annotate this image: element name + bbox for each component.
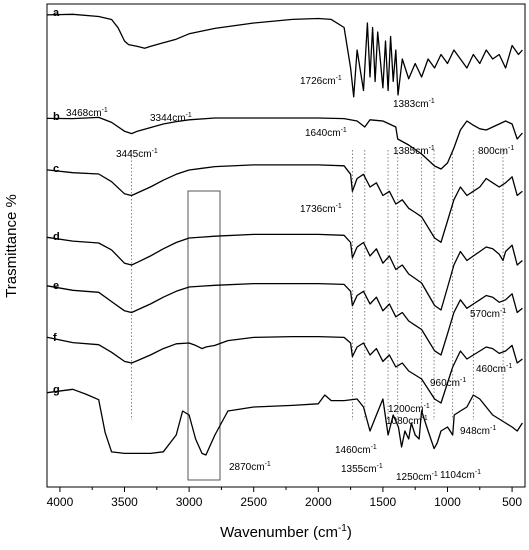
x-tick-label: 3000 [176,495,203,509]
x-tick-label: 1500 [370,495,397,509]
curve-label-a: a [53,7,60,19]
peak-annotation: 460cm-1 [476,363,512,375]
curve-label-b: b [53,111,60,123]
curve-label-c: c [53,163,59,175]
x-axis-title-end: ) [347,524,352,541]
peak-annotation-superscript: -1 [424,403,430,410]
peak-annotation-superscript: -1 [102,107,108,114]
peak-annotation: 1080cm-1 [386,415,428,427]
peak-annotation: 1383cm-1 [393,98,435,110]
spectrum-curve-f [46,335,523,404]
x-tick-label: 500 [502,495,522,509]
reference-lines [131,150,504,420]
curve-labels: a b c d e f g [53,7,60,396]
spectrum-curve-a [46,13,523,98]
highlight-box [187,190,221,481]
peak-annotation-superscript: -1 [429,145,435,152]
x-tick-label: 3500 [111,495,138,509]
plot-frame [46,3,526,488]
peak-annotation: 1250cm-1 [396,471,438,483]
curve-label-d: d [53,231,60,243]
curve-label-g: g [53,384,60,396]
x-tick-label: 1000 [434,495,461,509]
peak-annotation: 948cm-1 [460,425,496,437]
peak-annotation: 1385cm-1 [393,145,435,157]
x-tick-label: 2500 [240,495,267,509]
x-tick-label: 2000 [305,495,332,509]
peak-annotation: 800cm-1 [478,145,514,157]
peak-annotation-superscript: -1 [506,363,512,370]
peak-annotations: 3468cm-1 3344cm-1 1726cm-1 1383cm-1 1640cm-1… [66,75,514,483]
peak-annotation: 3468cm-1 [66,107,108,119]
peak-annotation: 960cm-1 [430,377,466,389]
spectrum-curve-g [46,388,523,456]
curve-label-f: f [53,332,57,344]
peak-annotation-superscript: -1 [336,203,342,210]
peak-annotation: 2870cm-1 [229,461,271,473]
peak-annotation: 1104cm-1 [440,469,481,481]
peak-annotation-superscript: -1 [377,463,383,470]
peak-annotation-superscript: -1 [460,377,466,384]
peak-annotation: 1736cm-1 [300,203,342,215]
peak-annotation-superscript: -1 [152,148,158,155]
peak-annotation: 3445cm-1 [116,148,158,160]
peak-annotation-superscript: -1 [500,308,506,315]
peak-annotation-superscript: -1 [508,145,514,152]
peak-annotation: 1726cm-1 [300,75,342,87]
y-axis-title: Trasmittance % [3,194,20,298]
peak-annotation: 1460cm-1 [335,444,377,456]
peak-annotation-superscript: -1 [186,112,192,119]
peak-annotation: 1640cm-1 [305,127,347,139]
spectrum-curve-d [46,233,523,311]
peak-annotation-superscript: -1 [422,415,428,422]
peak-annotation: 570cm-1 [470,308,506,320]
peak-annotation-superscript: -1 [432,471,438,478]
peak-annotation-superscript: -1 [341,127,347,134]
peak-annotation-superscript: -1 [371,444,377,451]
spectrum-curve-c [46,164,523,243]
spectrum-curve-e [46,282,523,356]
peak-annotation: 3344cm-1 [150,112,192,124]
peak-annotation: 1355cm-1 [341,463,383,475]
peak-annotation-superscript: -1 [429,98,435,105]
x-axis-ticks: 4000 3500 3000 2500 2000 1500 1000 500 [47,487,522,509]
x-axis-title: Wavenumber (cm-1) [220,523,352,541]
peak-annotation-superscript: -1 [475,469,481,476]
spectrum-curve-b [46,116,523,170]
spectra-curves [46,13,523,456]
peak-annotation-superscript: -1 [265,461,271,468]
peak-annotation: 1200cm-1 [388,403,430,415]
peak-annotation-superscript: -1 [490,425,496,432]
x-tick-label: 4000 [47,495,74,509]
peak-annotation-superscript: -1 [336,75,342,82]
curve-label-e: e [53,280,59,292]
x-axis-title-superscript: -1 [338,523,347,534]
